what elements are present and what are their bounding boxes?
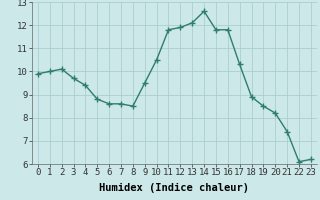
- X-axis label: Humidex (Indice chaleur): Humidex (Indice chaleur): [100, 183, 249, 193]
